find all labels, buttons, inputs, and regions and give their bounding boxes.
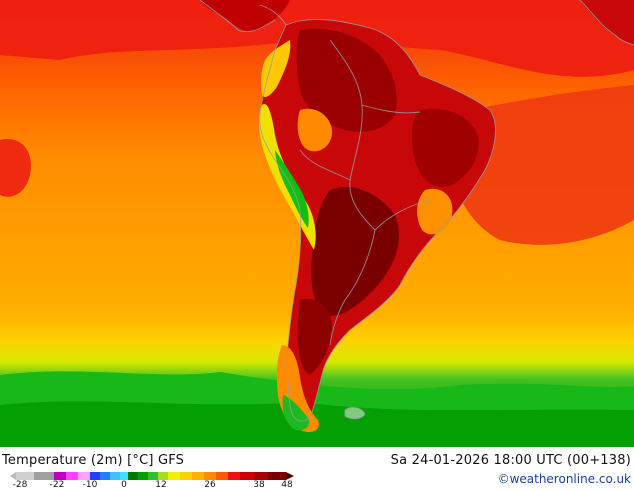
valid-time: Sa 24-01-2026 18:00 UTC (00+138): [390, 453, 631, 468]
legend-swatch: [228, 472, 240, 480]
heat-core-brazil: [411, 108, 479, 188]
legend-swatch: [216, 472, 228, 480]
cool-patch-south-brazil: [417, 188, 453, 235]
legend-swatch: [268, 472, 286, 480]
legend-swatch: [180, 472, 192, 480]
legend-swatch: [34, 472, 54, 480]
heat-core-chaco: [311, 186, 399, 316]
legend-arrow-left: [10, 472, 16, 480]
heat-core-patagonia: [297, 298, 333, 375]
legend-arrow-right: [286, 472, 294, 480]
falkland-islands: [344, 407, 366, 420]
legend-swatch: [110, 472, 120, 480]
temperature-legend-bar: [10, 472, 294, 480]
pacific-red-patch: [0, 139, 31, 197]
legend-swatch: [78, 472, 90, 480]
legend-tick: 26: [204, 480, 216, 490]
legend-swatch: [168, 472, 180, 480]
legend-tick: 38: [253, 480, 265, 490]
andes-green-strip: [275, 150, 309, 228]
legend-tick: -10: [82, 480, 98, 490]
credit-link[interactable]: ©weatheronline.co.uk: [497, 472, 631, 486]
legend-swatch: [54, 472, 66, 480]
legend-swatch: [16, 472, 34, 480]
andes-north-strip: [261, 40, 291, 97]
chart-title: Temperature (2m) [°C] GFS: [2, 453, 185, 468]
temperature-map: [0, 0, 634, 447]
legend-swatch: [254, 472, 268, 480]
legend-swatch: [240, 472, 254, 480]
atlantic-warm-zone: [454, 85, 634, 245]
coastline-outline: [199, 0, 634, 422]
legend-swatch: [158, 472, 168, 480]
legend-tick: 12: [155, 480, 167, 490]
legend-swatch: [66, 472, 78, 480]
legend-swatch: [138, 472, 148, 480]
caribbean-islands: [580, 0, 634, 45]
legend-tick: 0: [121, 480, 127, 490]
legend-swatch: [192, 472, 204, 480]
legend-swatch: [128, 472, 138, 480]
legend-swatch: [90, 472, 100, 480]
cool-patch-bolivia: [297, 108, 333, 152]
legend-tick: -22: [49, 480, 65, 490]
legend-tick: 48: [281, 480, 293, 490]
legend-swatch: [100, 472, 110, 480]
legend-tick: -28: [12, 480, 28, 490]
heat-core-amazon: [296, 28, 397, 132]
legend-swatch: [120, 472, 128, 480]
map-footer: Temperature (2m) [°C] GFS Sa 24-01-2026 …: [0, 447, 634, 490]
legend-swatch: [204, 472, 216, 480]
legend-swatch: [148, 472, 158, 480]
